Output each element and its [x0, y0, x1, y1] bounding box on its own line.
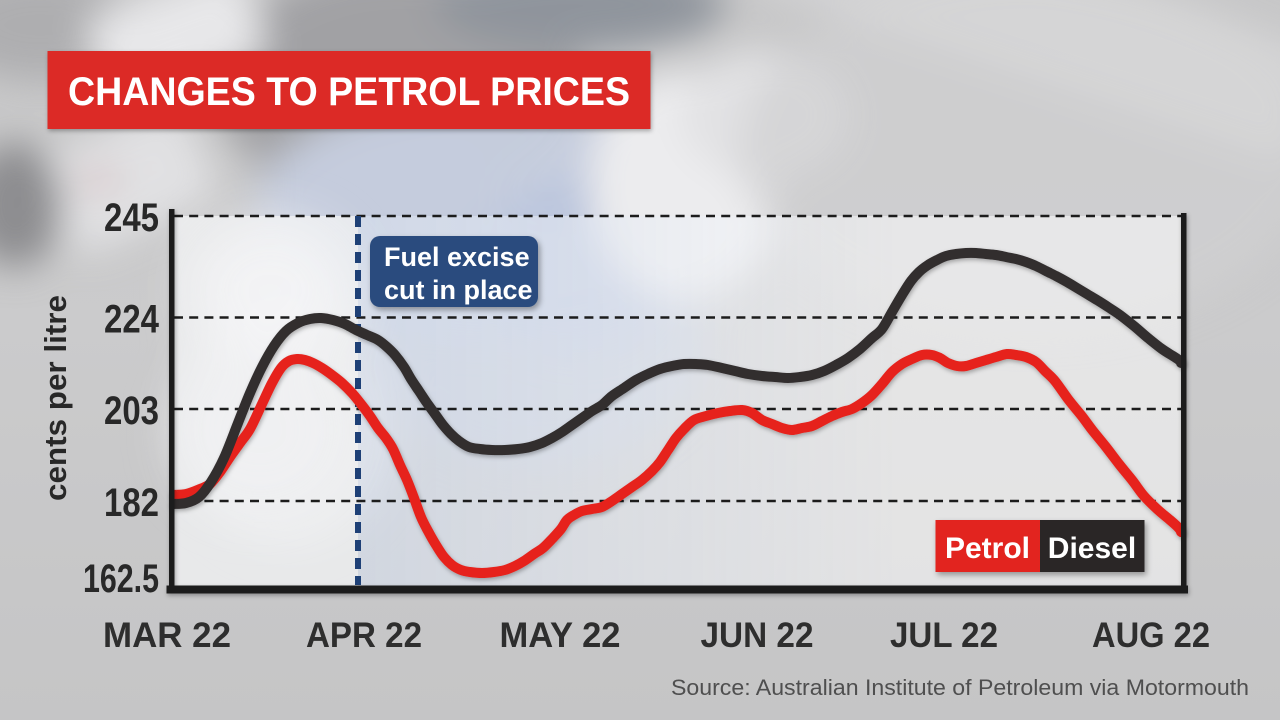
svg-text:cents per litre: cents per litre: [38, 295, 73, 501]
svg-text:182: 182: [104, 481, 159, 525]
svg-text:MAR 22: MAR 22: [103, 616, 231, 655]
svg-text:CHANGES TO PETROL PRICES: CHANGES TO PETROL PRICES: [68, 70, 630, 114]
svg-text:Petrol: Petrol: [945, 532, 1030, 565]
svg-text:245: 245: [104, 196, 159, 240]
svg-text:162.5: 162.5: [83, 557, 159, 601]
svg-text:203: 203: [104, 389, 159, 433]
svg-text:JUL 22: JUL 22: [890, 616, 998, 655]
svg-text:Fuel excise: Fuel excise: [384, 242, 530, 272]
svg-text:Source: Australian Institute o: Source: Australian Institute of Petroleu…: [671, 675, 1249, 700]
svg-text:Diesel: Diesel: [1048, 532, 1136, 565]
svg-text:224: 224: [104, 298, 160, 342]
svg-text:APR 22: APR 22: [306, 616, 422, 655]
svg-text:cut in place: cut in place: [384, 275, 533, 305]
svg-text:MAY 22: MAY 22: [500, 616, 621, 655]
svg-text:JUN 22: JUN 22: [701, 616, 814, 655]
svg-text:AUG 22: AUG 22: [1092, 616, 1210, 655]
